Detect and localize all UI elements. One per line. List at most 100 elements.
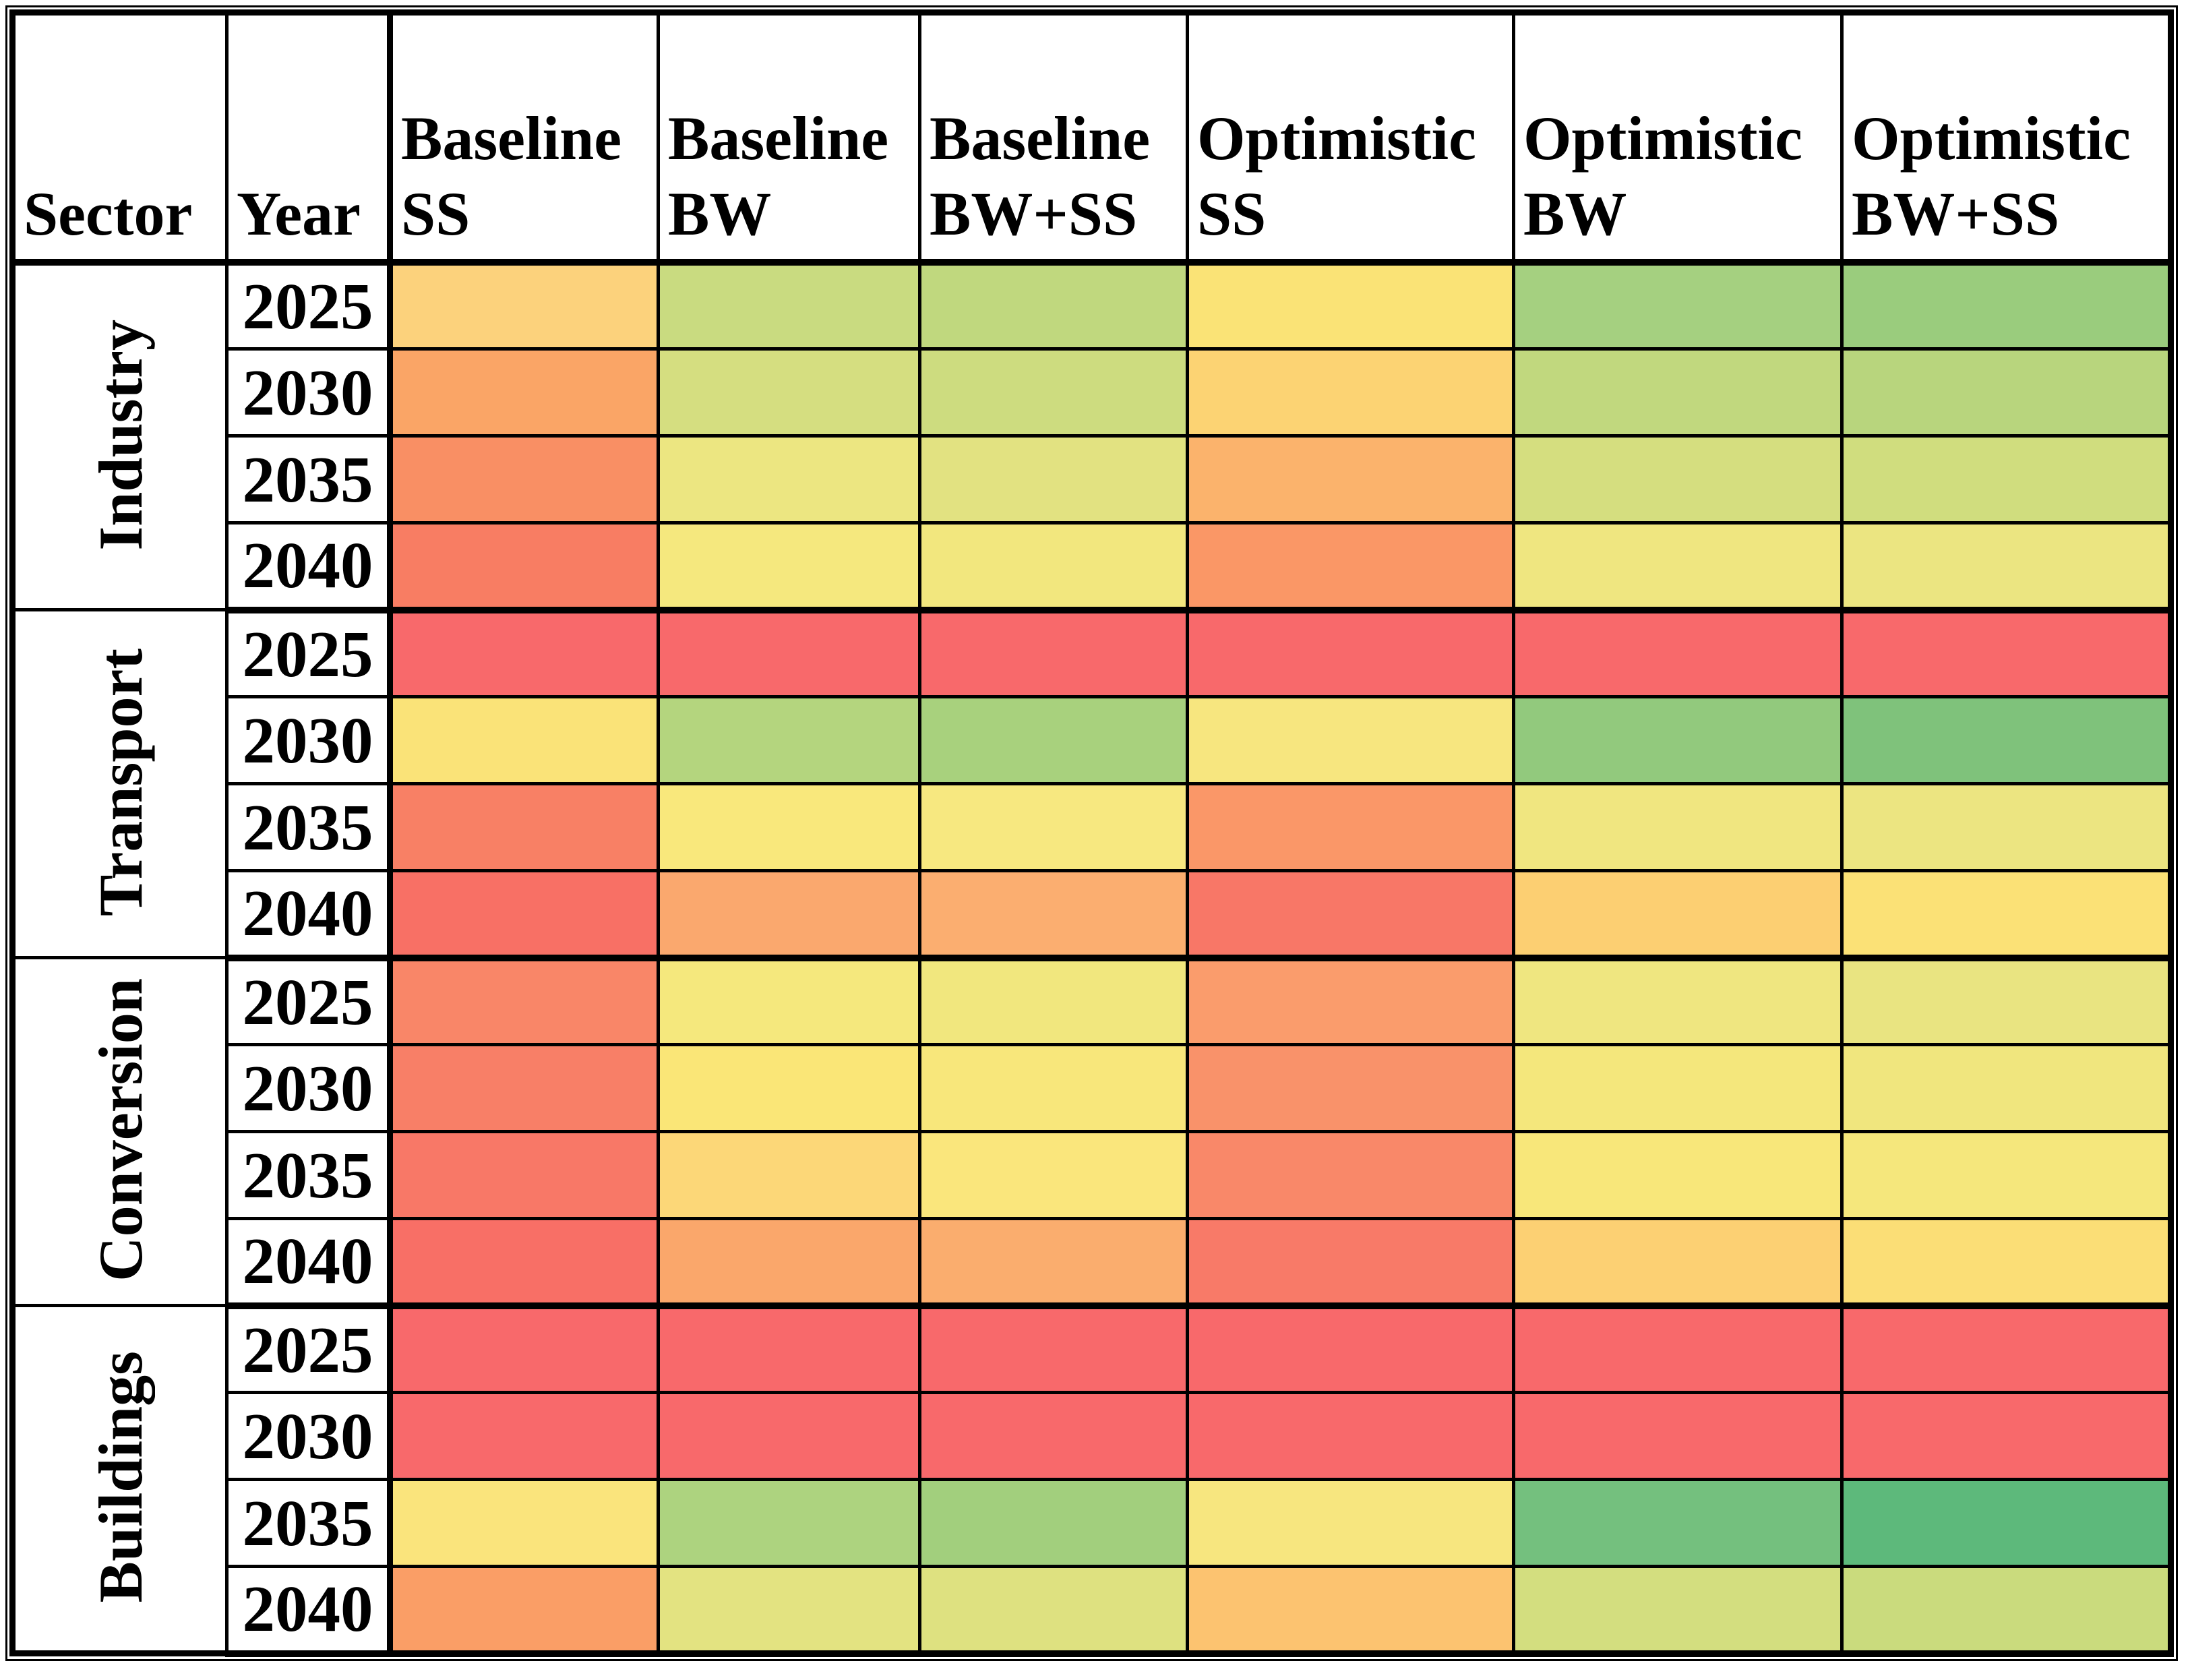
scenario-group-label: Baseline xyxy=(930,104,1151,173)
scenario-code-label: SS xyxy=(1197,179,1267,249)
heatmap-cell-conversion-2030-optimistic-bwss xyxy=(1840,1043,2172,1133)
heatmap-cell-transport-2035-baseline-ss xyxy=(388,782,660,872)
sector-label-text: Conversion xyxy=(86,978,155,1282)
heatmap-cell-buildings-2035-optimistic-bw xyxy=(1512,1478,1844,1568)
year-cell-buildings-2035: 2035 xyxy=(225,1478,393,1568)
heatmap-cell-conversion-2035-optimistic-bw xyxy=(1512,1130,1844,1220)
heatmap-cell-industry-2030-optimistic-ss xyxy=(1186,347,1515,438)
year-cell-industry-2035: 2035 xyxy=(225,434,393,524)
sector-scenario-heatmap-table: Sector Year Baseline SS Baseline BW Base… xyxy=(5,5,2178,1661)
table-row-transport-2040: 2040 xyxy=(13,869,2172,961)
heatmap-cell-buildings-2030-optimistic-bw xyxy=(1512,1391,1844,1481)
heatmap-cell-transport-2030-baseline-bwss xyxy=(918,695,1189,785)
heatmap-cell-industry-2030-baseline-ss xyxy=(388,347,660,438)
heatmap-cell-buildings-2025-baseline-bwss xyxy=(918,1304,1189,1394)
heatmap-cell-conversion-2025-optimistic-bwss xyxy=(1840,956,2172,1046)
heatmap-cell-industry-2025-baseline-ss xyxy=(388,260,660,351)
table-row-buildings-2040: 2040 xyxy=(13,1565,2172,1657)
year-cell-industry-2040: 2040 xyxy=(225,521,393,613)
year-cell-conversion-2040: 2040 xyxy=(225,1217,393,1309)
heatmap-cell-conversion-2025-optimistic-bw xyxy=(1512,956,1844,1046)
heatmap-cell-buildings-2040-baseline-bw xyxy=(657,1565,921,1657)
heatmap-cell-buildings-2035-baseline-bwss xyxy=(918,1478,1189,1568)
scenario-group-label: Optimistic xyxy=(1523,104,1802,173)
heatmap-cell-industry-2040-optimistic-bw xyxy=(1512,521,1844,613)
heatmap-cell-buildings-2030-baseline-bw xyxy=(657,1391,921,1481)
scenario-group-label: Baseline xyxy=(668,104,889,173)
table-row-conversion-2025: Conversion 2025 xyxy=(11,956,2172,1307)
year-cell-industry-2030: 2030 xyxy=(225,347,393,438)
heatmap-cell-industry-2040-baseline-bw xyxy=(657,521,921,613)
heatmap-cell-transport-2025-optimistic-bw xyxy=(1512,608,1844,698)
heatmap-cell-transport-2035-optimistic-bw xyxy=(1512,782,1844,872)
heatmap-cell-transport-2035-optimistic-bwss xyxy=(1840,782,2172,872)
heatmap-cell-buildings-2035-optimistic-ss xyxy=(1186,1478,1515,1568)
heatmap-cell-conversion-2030-baseline-bwss xyxy=(918,1043,1189,1133)
heatmap-cell-buildings-2040-optimistic-ss xyxy=(1186,1565,1515,1657)
heatmap-cell-industry-2035-baseline-bw xyxy=(657,434,921,524)
heatmap-cell-transport-2040-baseline-bwss xyxy=(918,869,1189,961)
heatmap-cell-buildings-2035-optimistic-bwss xyxy=(1840,1478,2172,1568)
year-cell-buildings-2025: 2025 xyxy=(225,1304,393,1394)
col-header-baseline-ss: Baseline SS xyxy=(388,11,660,266)
heatmap-cell-industry-2040-baseline-ss xyxy=(388,521,660,613)
heatmap-cell-buildings-2030-baseline-ss xyxy=(388,1391,660,1481)
col-header-optimistic-bw: Optimistic BW xyxy=(1512,11,1844,266)
sector-label-text: Transport xyxy=(86,648,155,916)
heatmap-cell-industry-2025-optimistic-bw xyxy=(1512,260,1844,351)
heatmap-cell-buildings-2025-baseline-ss xyxy=(388,1304,660,1394)
scenario-code-label: BW+SS xyxy=(930,179,1138,249)
col-header-year: Year xyxy=(225,11,393,266)
sector-label-industry: Industry xyxy=(11,260,229,611)
year-cell-transport-2035: 2035 xyxy=(225,782,393,872)
scenario-code-label: BW xyxy=(1523,179,1627,249)
sector-label-text: Industry xyxy=(86,319,155,551)
heatmap-cell-buildings-2040-baseline-ss xyxy=(388,1565,660,1657)
heatmap-cell-conversion-2040-baseline-bw xyxy=(657,1217,921,1309)
col-header-optimistic-bwss: Optimistic BW+SS xyxy=(1840,11,2172,266)
heatmap-cell-transport-2030-optimistic-bwss xyxy=(1840,695,2172,785)
table-row-transport-2035: 2035 xyxy=(13,782,2172,872)
heatmap-cell-transport-2030-optimistic-bw xyxy=(1512,695,1844,785)
heatmap-cell-conversion-2035-baseline-ss xyxy=(388,1130,660,1220)
scenario-group-label: Baseline xyxy=(401,104,622,173)
heatmap-cell-industry-2030-baseline-bwss xyxy=(918,347,1189,438)
heatmap-cell-industry-2035-optimistic-ss xyxy=(1186,434,1515,524)
heatmap-cell-conversion-2040-baseline-bwss xyxy=(918,1217,1189,1309)
heatmap-cell-buildings-2040-optimistic-bwss xyxy=(1840,1565,2172,1657)
sector-label-transport: Transport xyxy=(11,608,229,959)
heatmap-cell-industry-2025-baseline-bw xyxy=(657,260,921,351)
table-row-buildings-2035: 2035 xyxy=(13,1478,2172,1568)
heatmap-cell-conversion-2025-baseline-bw xyxy=(657,956,921,1046)
heatmap-cell-industry-2025-baseline-bwss xyxy=(918,260,1189,351)
heatmap-cell-transport-2035-optimistic-ss xyxy=(1186,782,1515,872)
heatmap-cell-conversion-2035-optimistic-ss xyxy=(1186,1130,1515,1220)
heatmap-cell-buildings-2030-optimistic-ss xyxy=(1186,1391,1515,1481)
year-cell-industry-2025: 2025 xyxy=(225,260,393,351)
scenario-group-label: Optimistic xyxy=(1197,104,1476,173)
sector-label-conversion: Conversion xyxy=(11,956,229,1307)
heatmap-cell-buildings-2040-baseline-bwss xyxy=(918,1565,1189,1657)
heatmap-cell-buildings-2040-optimistic-bw xyxy=(1512,1565,1844,1657)
heatmap-cell-buildings-2025-optimistic-bw xyxy=(1512,1304,1844,1394)
heatmap-cell-transport-2025-baseline-bwss xyxy=(918,608,1189,698)
heatmap-cell-buildings-2030-baseline-bwss xyxy=(918,1391,1189,1481)
year-cell-conversion-2035: 2035 xyxy=(225,1130,393,1220)
sector-label-text: Buildings xyxy=(86,1351,155,1603)
year-cell-buildings-2030: 2030 xyxy=(225,1391,393,1481)
table-row-industry-2040: 2040 xyxy=(13,521,2172,613)
heatmap-cell-buildings-2035-baseline-bw xyxy=(657,1478,921,1568)
scenario-code-label: BW xyxy=(668,179,772,249)
heatmap-cell-industry-2035-baseline-ss xyxy=(388,434,660,524)
heatmap-cell-conversion-2035-baseline-bw xyxy=(657,1130,921,1220)
sector-label-buildings: Buildings xyxy=(11,1304,229,1655)
heatmap-cell-transport-2035-baseline-bw xyxy=(657,782,921,872)
heatmap-cell-industry-2030-optimistic-bw xyxy=(1512,347,1844,438)
heatmap-cell-conversion-2040-optimistic-ss xyxy=(1186,1217,1515,1309)
heatmap-cell-transport-2040-baseline-ss xyxy=(388,869,660,961)
table-row-conversion-2040: 2040 xyxy=(13,1217,2172,1309)
heatmap-cell-conversion-2040-baseline-ss xyxy=(388,1217,660,1309)
table-row-industry-2035: 2035 xyxy=(13,434,2172,524)
year-cell-conversion-2030: 2030 xyxy=(225,1043,393,1133)
